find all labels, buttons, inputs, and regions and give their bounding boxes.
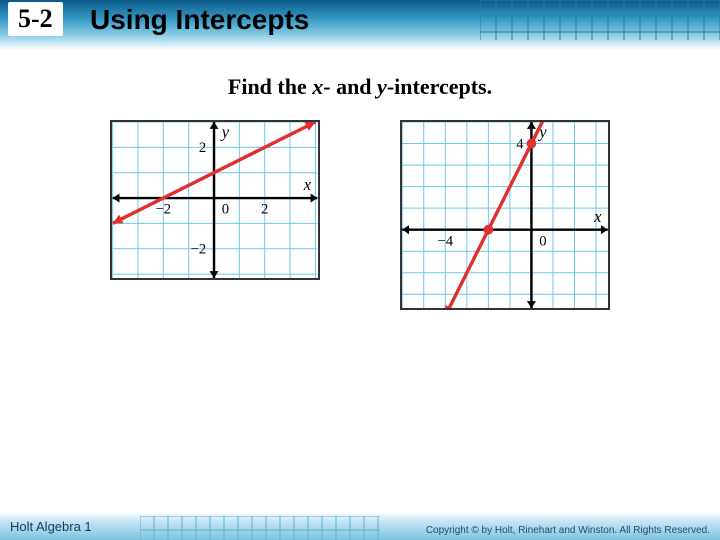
svg-text:y: y [220,123,230,142]
instruction-suffix: -intercepts. [387,74,492,99]
svg-text:−2: −2 [156,202,172,218]
instruction-mid: - and [323,74,377,99]
instruction-var-y: y [377,74,387,99]
svg-text:x: x [303,175,312,194]
graphs-row: −2 2 2 −2 0 x y −4 4 0 x y [0,120,720,310]
graph-left: −2 2 2 −2 0 x y [110,120,320,280]
graph-right: −440xy [400,120,610,310]
svg-text:2: 2 [199,140,206,156]
svg-text:2: 2 [261,202,268,218]
copyright-text: Copyright © by Holt, Rinehart and Winsto… [426,525,710,536]
slide-header: 5-2 Using Intercepts [0,0,720,50]
svg-text:x: x [593,207,602,226]
svg-text:4: 4 [516,136,524,152]
svg-text:0: 0 [222,202,229,218]
svg-text:0: 0 [539,233,546,249]
svg-text:−4: −4 [437,233,453,249]
instruction-prefix: Find the [228,74,312,99]
instruction-text: Find the x- and y-intercepts. [0,74,720,100]
slide-footer: Holt Algebra 1 Copyright © by Holt, Rine… [0,512,720,540]
lesson-number-badge: 5-2 [8,2,63,36]
lesson-title: Using Intercepts [90,4,309,36]
header-grid-pattern [480,0,720,40]
footer-grid-pattern [140,516,380,540]
footer-book-title: Holt Algebra 1 [10,519,92,534]
instruction-var-x: x [312,74,323,99]
svg-text:−2: −2 [191,242,207,258]
